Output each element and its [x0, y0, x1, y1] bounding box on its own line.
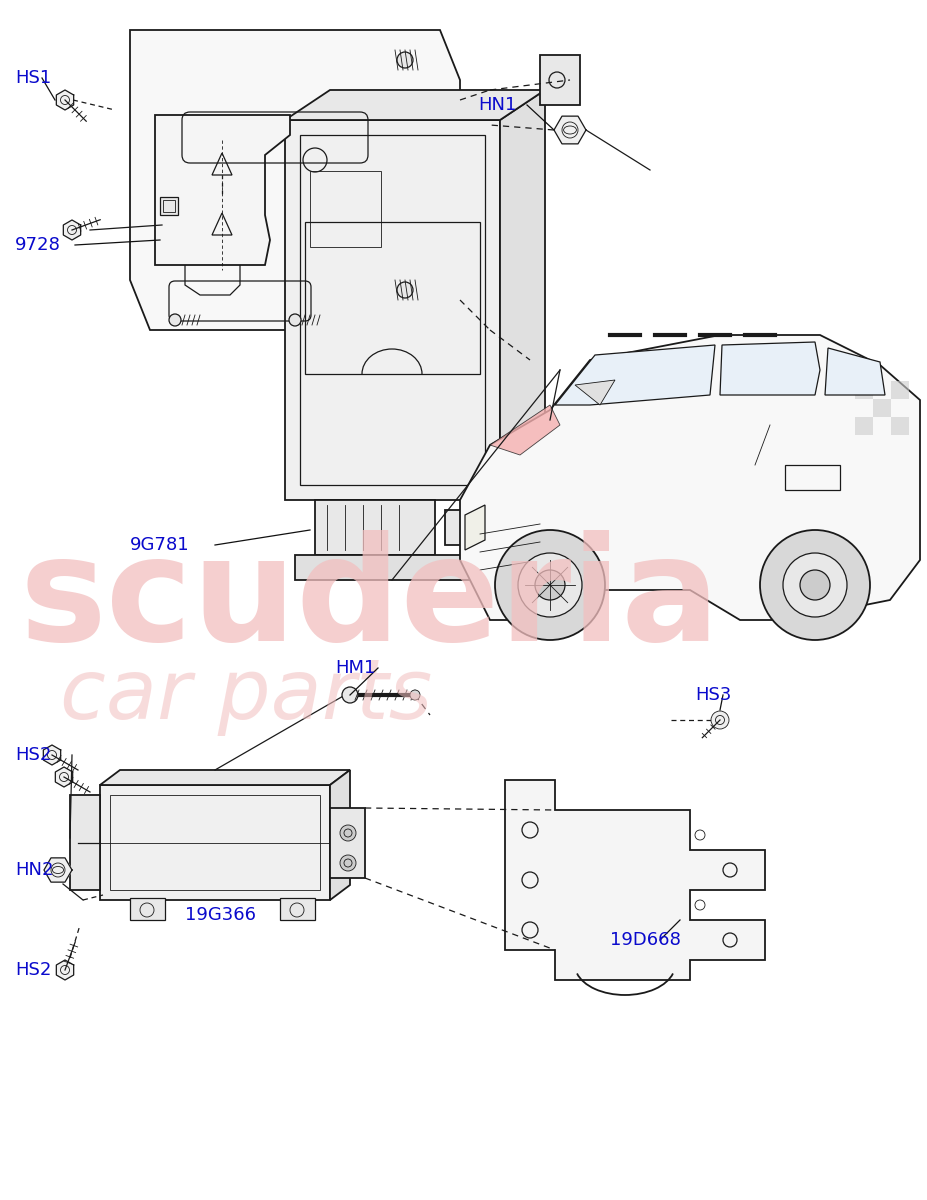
Circle shape: [342, 686, 358, 703]
Bar: [330, 808, 364, 878]
Text: HM1: HM1: [335, 659, 375, 677]
Text: HS1: HS1: [15, 70, 51, 88]
Circle shape: [710, 710, 729, 730]
Polygon shape: [824, 348, 884, 395]
Bar: [163, 200, 175, 212]
Circle shape: [397, 282, 413, 298]
Bar: [130, 898, 165, 920]
Bar: [854, 418, 872, 436]
Bar: [314, 500, 435, 554]
Polygon shape: [100, 770, 349, 785]
Polygon shape: [56, 767, 72, 787]
Bar: [854, 382, 872, 398]
Text: 9728: 9728: [15, 236, 61, 254]
Polygon shape: [460, 335, 919, 620]
Polygon shape: [500, 90, 544, 500]
Bar: [295, 554, 529, 580]
Polygon shape: [57, 960, 73, 980]
Circle shape: [288, 314, 300, 326]
Polygon shape: [155, 115, 289, 265]
Text: scuderia: scuderia: [20, 529, 720, 671]
Circle shape: [782, 553, 846, 617]
Text: 19D668: 19D668: [609, 931, 680, 949]
Bar: [159, 197, 178, 215]
Polygon shape: [130, 30, 460, 330]
Bar: [280, 898, 314, 920]
Polygon shape: [44, 858, 72, 882]
Circle shape: [397, 52, 413, 68]
Text: HS2: HS2: [15, 961, 51, 979]
Polygon shape: [575, 380, 615, 406]
Text: 19G366: 19G366: [184, 906, 256, 924]
Bar: [784, 466, 839, 490]
Polygon shape: [464, 505, 485, 550]
Text: 9G781: 9G781: [130, 536, 189, 554]
Bar: [100, 785, 330, 900]
Bar: [890, 418, 908, 436]
Circle shape: [799, 570, 829, 600]
Circle shape: [535, 570, 565, 600]
Polygon shape: [489, 406, 559, 455]
Text: HS3: HS3: [694, 686, 730, 704]
Text: HN2: HN2: [15, 862, 54, 878]
Polygon shape: [63, 220, 81, 240]
Polygon shape: [57, 90, 73, 110]
Polygon shape: [719, 342, 819, 395]
Bar: [70, 794, 100, 890]
Polygon shape: [330, 770, 349, 900]
Text: HN1: HN1: [477, 96, 515, 114]
Circle shape: [169, 314, 181, 326]
Bar: [305, 222, 479, 374]
Polygon shape: [285, 120, 500, 500]
Circle shape: [339, 826, 356, 841]
Polygon shape: [504, 780, 764, 980]
Circle shape: [494, 530, 604, 640]
Text: HS2: HS2: [15, 746, 51, 764]
Bar: [890, 382, 908, 398]
Bar: [872, 398, 890, 418]
Bar: [299, 136, 485, 485]
Circle shape: [517, 553, 581, 617]
Bar: [310, 172, 381, 247]
Bar: [540, 55, 579, 106]
Polygon shape: [553, 116, 585, 144]
Text: car parts: car parts: [60, 655, 432, 737]
Polygon shape: [285, 90, 544, 120]
Bar: [445, 510, 485, 545]
Polygon shape: [44, 745, 60, 766]
Circle shape: [410, 690, 420, 700]
Circle shape: [759, 530, 870, 640]
Bar: [110, 794, 320, 890]
Circle shape: [339, 854, 356, 871]
Polygon shape: [554, 346, 714, 406]
